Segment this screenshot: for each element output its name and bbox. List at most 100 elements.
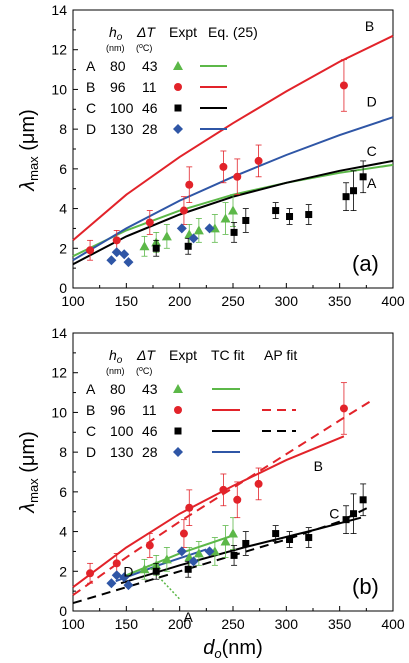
data-point-b xyxy=(112,236,121,245)
y-tick-label: 12 xyxy=(51,365,67,381)
data-points-b xyxy=(86,382,367,591)
legend-a-header-eq: Eq. (25) xyxy=(208,24,258,40)
x-tick-label: 200 xyxy=(168,616,192,632)
curve-label-d: D xyxy=(367,93,377,109)
data-point-b xyxy=(86,246,95,255)
y-axis-title-a: λmax (μm) xyxy=(17,109,41,191)
legend-a-unit-c: (oC) xyxy=(136,43,152,53)
legend-row-dt: 11 xyxy=(142,402,157,418)
curve-label-a: A xyxy=(184,609,194,625)
data-point-b xyxy=(112,559,121,568)
legend-b-unit-c: (oC) xyxy=(136,366,152,376)
data-point-c xyxy=(242,216,250,224)
legend-row-dt: 11 xyxy=(142,79,157,95)
data-point-c xyxy=(305,534,313,542)
data-point-b xyxy=(339,81,348,90)
legend-b-header-ap: AP fit xyxy=(264,347,297,363)
legend-b-header-expt: Expt xyxy=(169,347,197,363)
data-point-c xyxy=(272,207,280,215)
legend-a-header-expt: Expt xyxy=(169,24,197,40)
legend-marker-b xyxy=(174,406,182,414)
legend-marker-d xyxy=(173,124,183,134)
data-point-b xyxy=(145,541,154,550)
x-tick-label: 400 xyxy=(381,616,405,632)
x-tick-label: 200 xyxy=(168,293,192,309)
legend-row-dt: 28 xyxy=(142,121,158,137)
legend-marker-c xyxy=(174,427,182,435)
legend-marker-a xyxy=(173,384,183,393)
curve-labels-a: A B C D xyxy=(365,18,377,191)
curve-label-d: D xyxy=(123,563,133,579)
y-tick-label: 12 xyxy=(51,42,67,58)
y-tick-label: 2 xyxy=(59,563,67,579)
data-point-d xyxy=(106,578,117,589)
data-point-d xyxy=(176,546,187,557)
data-point-c xyxy=(152,244,160,252)
data-point-c xyxy=(305,211,313,219)
data-point-b xyxy=(339,404,348,413)
data-point-a xyxy=(220,536,231,546)
x-tick-label: 300 xyxy=(275,616,299,632)
data-point-a xyxy=(220,213,231,223)
data-point-a xyxy=(193,225,204,235)
data-point-b xyxy=(254,156,263,165)
y-tick-label: 14 xyxy=(51,2,67,18)
panel-label-b: (b) xyxy=(352,574,379,599)
data-point-c xyxy=(242,539,250,547)
legend-row-dt: 46 xyxy=(142,423,158,439)
legend-marker-a xyxy=(173,61,183,70)
legend-row-h: 100 xyxy=(110,100,134,116)
legend-marker-d xyxy=(173,447,183,457)
data-point-d xyxy=(111,247,122,258)
data-point-b xyxy=(254,479,263,488)
data-point-c xyxy=(359,173,367,181)
legend-b: ho ΔT Expt TC fit AP fit (nm) (oC) A 80 43… xyxy=(86,347,297,460)
legend-a-header-dt: ΔT xyxy=(136,24,156,40)
data-point-c xyxy=(286,213,294,221)
legend-row-h: 100 xyxy=(110,423,134,439)
x-tick-label: 100 xyxy=(61,616,85,632)
data-point-d xyxy=(111,570,122,581)
legend-row-id: B xyxy=(86,402,95,418)
legend-row-h: 80 xyxy=(110,58,126,74)
data-point-b xyxy=(233,495,242,504)
y-tick-label: 8 xyxy=(59,444,67,460)
data-point-c xyxy=(350,187,358,195)
data-point-d xyxy=(119,249,130,260)
y-tick-label: 14 xyxy=(51,325,67,341)
x-tick-label: 150 xyxy=(115,616,139,632)
legend-row-id: B xyxy=(86,79,95,95)
data-point-c xyxy=(230,551,238,559)
legend-marker-b xyxy=(174,83,182,91)
data-point-c xyxy=(359,496,367,504)
data-point-c xyxy=(184,242,192,250)
x-tick-label: 250 xyxy=(221,616,245,632)
y-tick-label: 6 xyxy=(59,161,67,177)
data-point-d xyxy=(123,580,134,591)
data-point-d xyxy=(106,255,117,266)
data-point-d xyxy=(119,572,130,583)
legend-row-id: C xyxy=(86,423,96,439)
legend-row-dt: 28 xyxy=(142,444,158,460)
data-point-d xyxy=(176,223,187,234)
legend-b-unit-nm: (nm) xyxy=(106,366,125,376)
data-point-d xyxy=(123,257,134,268)
legend-b-header-tc: TC fit xyxy=(211,347,245,363)
fit-curve-b xyxy=(72,399,373,596)
legend-marker-c xyxy=(174,104,182,112)
data-point-c xyxy=(286,536,294,544)
data-point-a xyxy=(161,554,172,564)
data-point-b xyxy=(185,503,194,512)
y-tick-label: 0 xyxy=(59,280,67,296)
x-tick-label: 100 xyxy=(61,293,85,309)
x-tick-label: 400 xyxy=(381,293,405,309)
curve-label-a: A xyxy=(367,175,377,191)
data-point-c xyxy=(184,565,192,573)
legend-row-id: A xyxy=(86,381,96,397)
y-tick-label: 6 xyxy=(59,484,67,500)
